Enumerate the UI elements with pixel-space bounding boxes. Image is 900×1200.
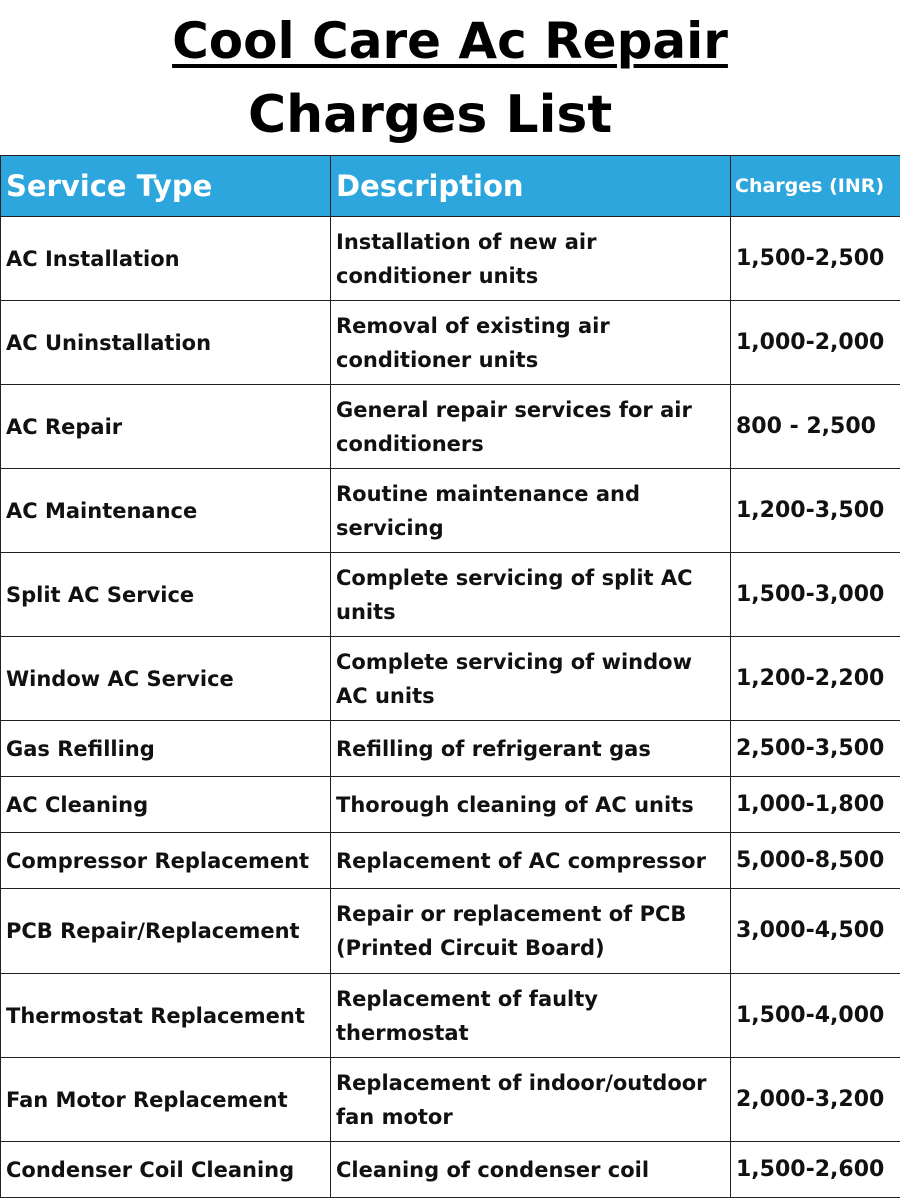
table-row: Split AC Service Complete servicing of s… xyxy=(0,552,900,637)
table-row: Fan Motor Replacement Replacement of ind… xyxy=(0,1057,900,1142)
charges-cell: 1,500-2,600 xyxy=(730,1141,900,1198)
table-row: Window AC Service Complete servicing of … xyxy=(0,636,900,721)
service-type-cell: Window AC Service xyxy=(0,636,331,721)
table-row: AC Repair General repair services for ai… xyxy=(0,384,900,469)
header-charges: Charges (INR) xyxy=(730,155,900,217)
description-cell: Replacement of faulty thermostat xyxy=(330,973,731,1058)
charges-cell: 1,200-2,200 xyxy=(730,636,900,721)
table-row: Compressor Replacement Replacement of AC… xyxy=(0,832,900,889)
description-cell: Complete servicing of split AC units xyxy=(330,552,731,637)
table-row: PCB Repair/Replacement Repair or replace… xyxy=(0,888,900,974)
charges-cell: 5,000-8,500 xyxy=(730,832,900,889)
description-cell: Removal of existing air conditioner unit… xyxy=(330,300,731,385)
service-type-cell: AC Maintenance xyxy=(0,468,331,553)
table-row: AC Uninstallation Removal of existing ai… xyxy=(0,300,900,385)
header-description: Description xyxy=(330,155,731,217)
header-service-type: Service Type xyxy=(0,155,331,217)
service-type-cell: Fan Motor Replacement xyxy=(0,1057,331,1142)
charges-cell: 1,500-2,500 xyxy=(730,216,900,301)
charges-cell: 1,500-4,000 xyxy=(730,973,900,1058)
table-header-row: Service Type Description Charges (INR) xyxy=(0,155,900,217)
service-type-cell: PCB Repair/Replacement xyxy=(0,888,331,974)
service-type-cell: AC Repair xyxy=(0,384,331,469)
description-cell: Thorough cleaning of AC units xyxy=(330,776,731,833)
charges-cell: 1,000-2,000 xyxy=(730,300,900,385)
charges-cell: 800 - 2,500 xyxy=(730,384,900,469)
description-cell: Cleaning of condenser coil xyxy=(330,1141,731,1198)
charges-cell: 1,000-1,800 xyxy=(730,776,900,833)
description-cell: Repair or replacement of PCB (Printed Ci… xyxy=(330,888,731,974)
charges-cell: 1,200-3,500 xyxy=(730,468,900,553)
charges-cell: 3,000-4,500 xyxy=(730,888,900,974)
service-type-cell: Compressor Replacement xyxy=(0,832,331,889)
table-row: AC Cleaning Thorough cleaning of AC unit… xyxy=(0,776,900,833)
description-cell: Replacement of indoor/outdoor fan motor xyxy=(330,1057,731,1142)
charges-table: Service Type Description Charges (INR) A… xyxy=(0,155,900,1198)
page-title: Cool Care Ac Repair xyxy=(172,12,728,70)
description-cell: Refilling of refrigerant gas xyxy=(330,720,731,777)
description-cell: General repair services for air conditio… xyxy=(330,384,731,469)
table-row: Condenser Coil Cleaning Cleaning of cond… xyxy=(0,1141,900,1198)
service-type-cell: Thermostat Replacement xyxy=(0,973,331,1058)
table-row: AC Maintenance Routine maintenance and s… xyxy=(0,468,900,553)
charges-cell: 2,000-3,200 xyxy=(730,1057,900,1142)
service-type-cell: Gas Refilling xyxy=(0,720,331,777)
description-cell: Replacement of AC compressor xyxy=(330,832,731,889)
service-type-cell: Split AC Service xyxy=(0,552,331,637)
table-row: Thermostat Replacement Replacement of fa… xyxy=(0,973,900,1058)
description-cell: Complete servicing of window AC units xyxy=(330,636,731,721)
service-type-cell: AC Installation xyxy=(0,216,331,301)
service-type-cell: AC Uninstallation xyxy=(0,300,331,385)
charges-cell: 2,500-3,500 xyxy=(730,720,900,777)
description-cell: Installation of new air conditioner unit… xyxy=(330,216,731,301)
table-row: AC Installation Installation of new air … xyxy=(0,216,900,301)
charges-cell: 1,500-3,000 xyxy=(730,552,900,637)
table-row: Gas Refilling Refilling of refrigerant g… xyxy=(0,720,900,777)
service-type-cell: Condenser Coil Cleaning xyxy=(0,1141,331,1198)
service-type-cell: AC Cleaning xyxy=(0,776,331,833)
page-subtitle: Charges List xyxy=(248,85,613,145)
description-cell: Routine maintenance and servicing xyxy=(330,468,731,553)
